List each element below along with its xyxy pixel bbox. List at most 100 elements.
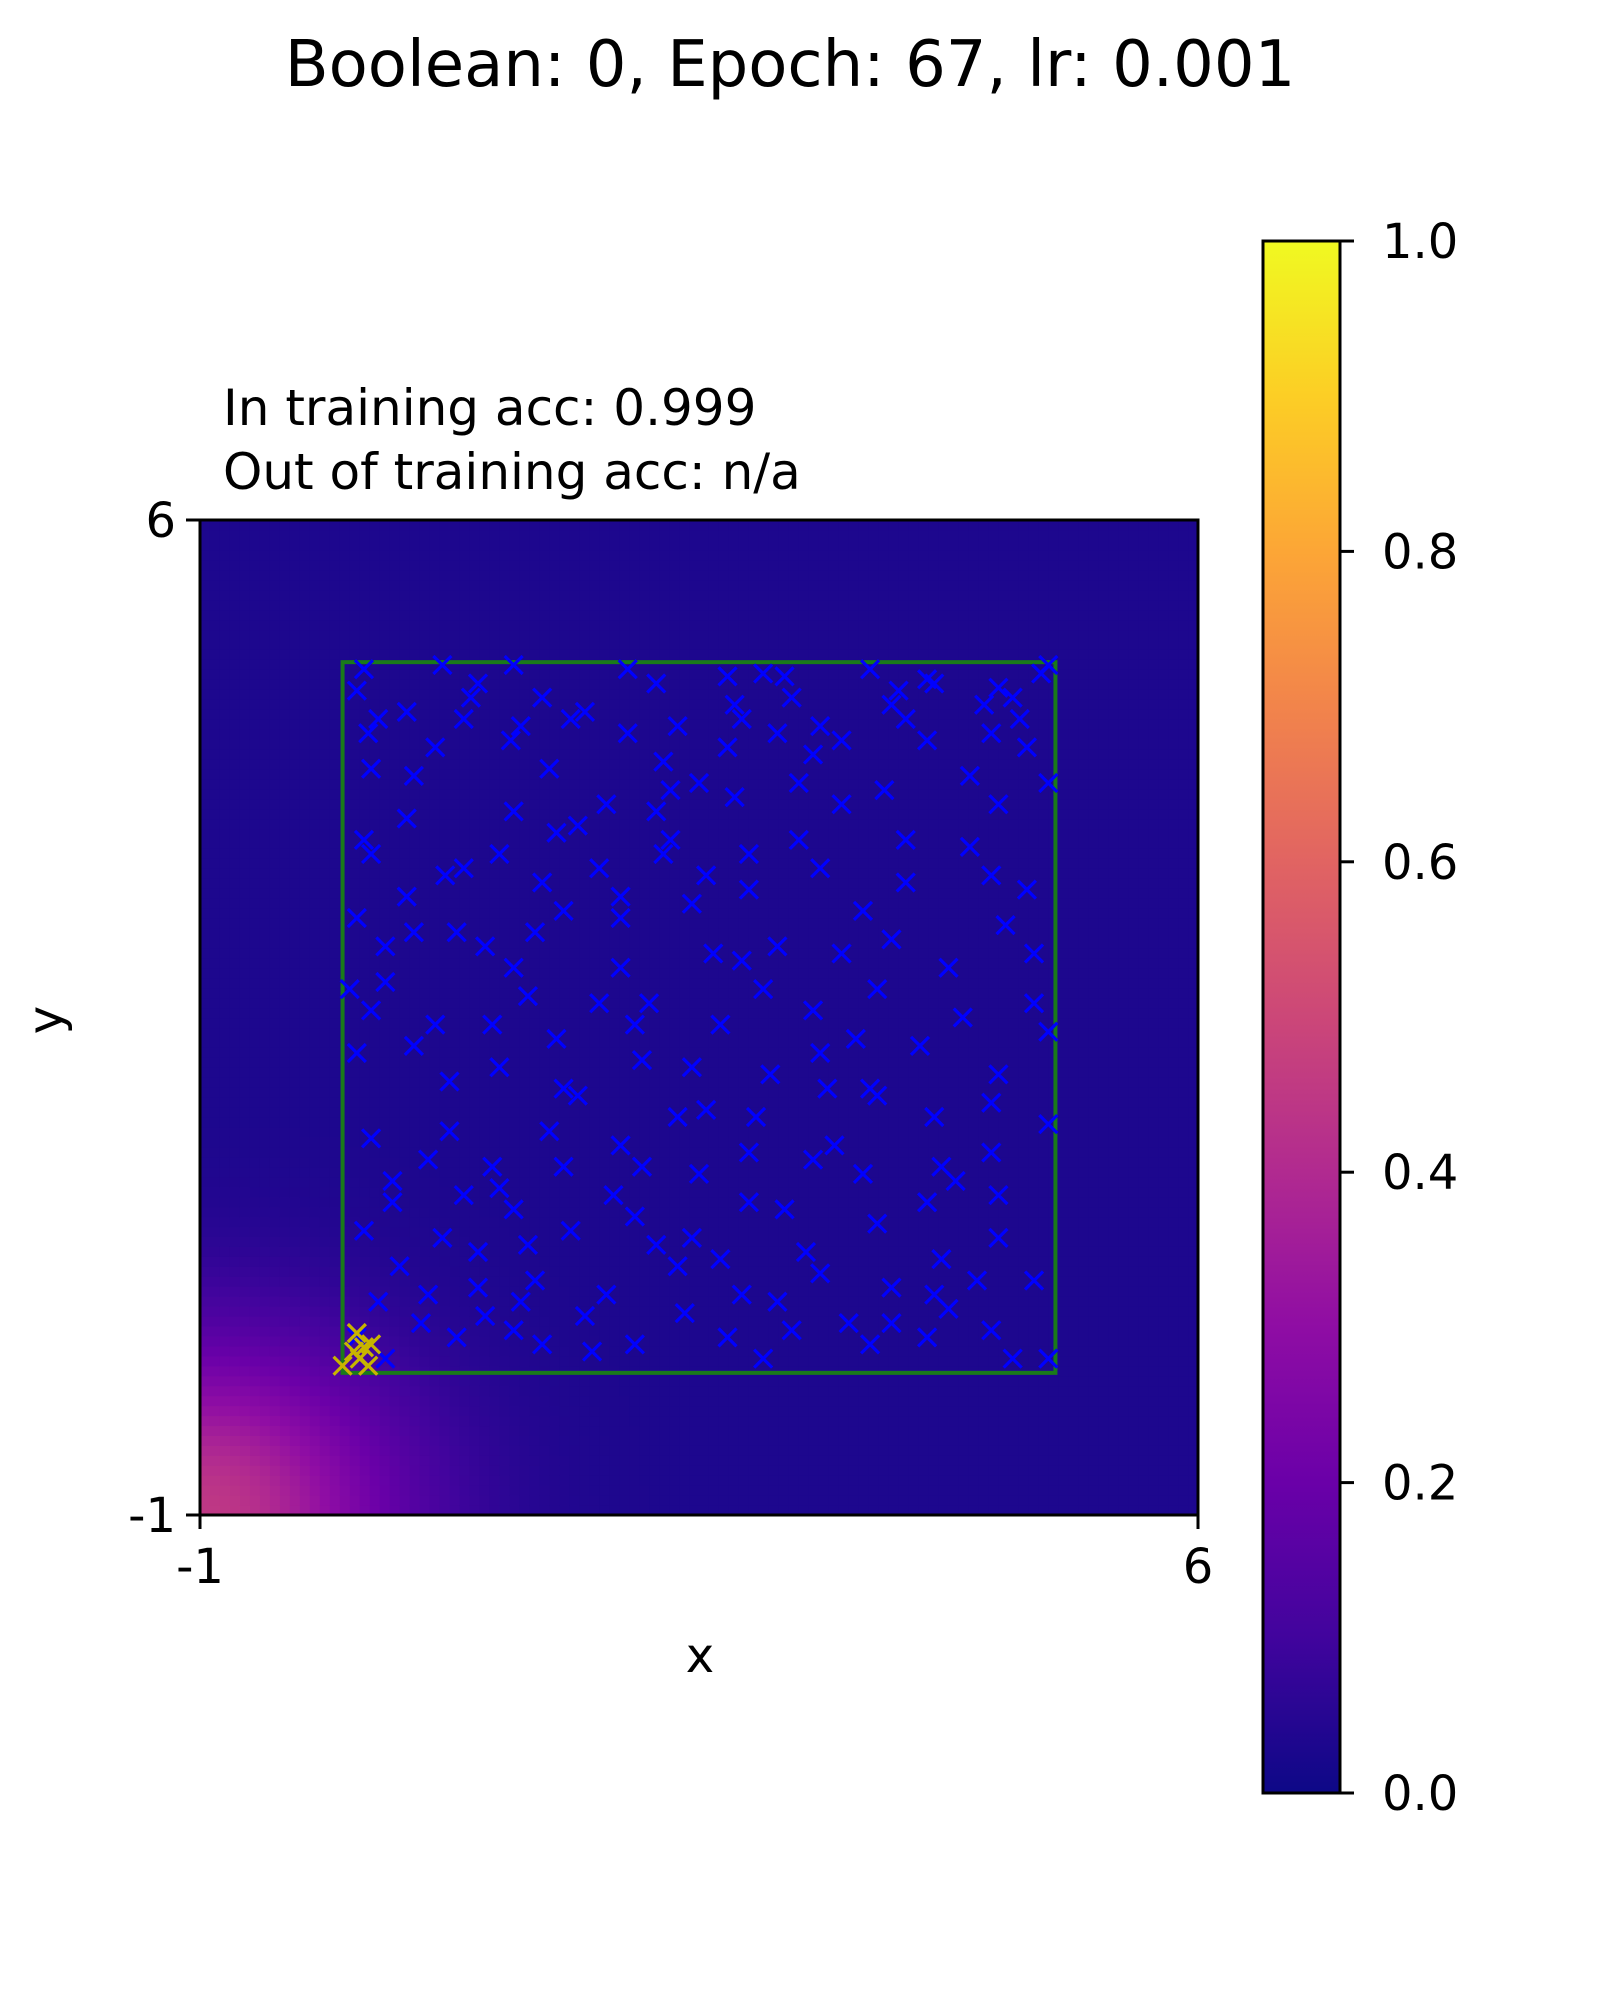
heatmap-cell [409, 1067, 421, 1078]
heatmap-cell [409, 1077, 421, 1088]
heatmap-cell [359, 918, 371, 929]
heatmap-cell [649, 1335, 660, 1347]
heatmap-cell [679, 987, 690, 999]
heatmap-cell [569, 609, 580, 621]
heatmap-cell [589, 1445, 600, 1456]
heatmap-cell [219, 619, 231, 631]
heatmap-cell [479, 1465, 491, 1476]
heatmap-cell [569, 977, 580, 989]
heatmap-cell [399, 1027, 411, 1038]
heatmap-cell [519, 1445, 530, 1456]
heatmap-cell [269, 1107, 281, 1118]
heatmap-cell [429, 818, 441, 830]
heatmap-cell [219, 1286, 231, 1297]
heatmap-cell [329, 997, 341, 1009]
heatmap-cell [639, 1296, 650, 1307]
heatmap-cell [299, 1296, 311, 1307]
heatmap-cell [639, 1107, 650, 1118]
heatmap-cell [599, 1117, 610, 1128]
heatmap-cell [679, 559, 690, 571]
heatmap-cell [259, 908, 271, 919]
heatmap-cell [659, 1186, 670, 1198]
heatmap-cell [689, 1425, 700, 1436]
heatmap-cell [259, 659, 271, 670]
heatmap-cell [469, 1375, 481, 1387]
heatmap-cell [429, 967, 441, 979]
heatmap-cell [649, 689, 660, 700]
heatmap-cell [629, 957, 640, 969]
heatmap-cell [589, 1415, 600, 1427]
heatmap-cell [299, 1186, 311, 1198]
heatmap-cell [599, 1435, 610, 1446]
heatmap-cell [489, 1425, 500, 1436]
heatmap-cell [449, 918, 461, 929]
heatmap-cell [689, 808, 700, 820]
heatmap-cell [399, 1345, 411, 1357]
heatmap-cell [679, 1375, 690, 1387]
heatmap-cell [429, 1286, 441, 1297]
heatmap-cell [649, 609, 660, 621]
heatmap-cell [549, 738, 560, 750]
heatmap-cell [589, 1355, 600, 1367]
heatmap-cell [669, 599, 680, 611]
heatmap-cell [299, 1047, 311, 1058]
heatmap-cell [309, 888, 321, 899]
heatmap-cell [319, 649, 331, 660]
heatmap-cell [359, 1216, 371, 1228]
heatmap-cell [549, 1176, 560, 1188]
heatmap-cell [339, 898, 351, 909]
heatmap-cell [269, 539, 281, 551]
heatmap-cell [569, 649, 580, 660]
heatmap-cell [459, 1256, 471, 1267]
heatmap-cell [239, 1375, 251, 1387]
heatmap-cell [469, 1087, 481, 1098]
heatmap-cell [609, 1495, 620, 1506]
heatmap-cell [419, 539, 431, 551]
heatmap-cell [200, 977, 211, 989]
heatmap-cell [589, 689, 600, 700]
heatmap-cell [369, 1485, 381, 1496]
heatmap-cell [669, 689, 680, 700]
heatmap-cell [569, 1495, 580, 1506]
heatmap-cell [399, 1325, 411, 1337]
heatmap-cell [200, 808, 211, 820]
heatmap-cell [239, 888, 251, 899]
heatmap-cell [479, 1306, 491, 1317]
heatmap-cell [559, 639, 570, 650]
heatmap-cell [459, 1057, 471, 1068]
heatmap-cell [499, 619, 510, 631]
heatmap-cell [649, 738, 660, 750]
heatmap-cell [419, 768, 431, 780]
heatmap-cell [239, 1186, 251, 1198]
heatmap-cell [379, 1395, 391, 1407]
heatmap-cell [629, 828, 640, 839]
heatmap-cell [489, 609, 500, 621]
heatmap-cell [200, 1077, 211, 1088]
heatmap-cell [409, 599, 421, 611]
heatmap-cell [349, 1196, 361, 1208]
heatmap-cell [609, 1117, 620, 1128]
heatmap-cell [519, 709, 530, 720]
heatmap-cell [599, 619, 610, 631]
heatmap-cell [200, 649, 211, 660]
heatmap-cell [599, 1415, 610, 1427]
heatmap-cell [549, 818, 560, 830]
heatmap-cell [439, 559, 451, 571]
heatmap-cell [319, 1286, 331, 1297]
heatmap-cell [529, 788, 540, 800]
heatmap-cell [519, 1325, 530, 1337]
heatmap-cell [449, 1465, 461, 1476]
heatmap-cell [509, 1475, 520, 1486]
heatmap-cell [639, 1077, 650, 1088]
heatmap-cell [269, 1077, 281, 1088]
heatmap-cell [369, 738, 381, 750]
heatmap-cell [229, 1455, 241, 1466]
heatmap-cell [479, 1355, 491, 1367]
heatmap-cell [289, 1306, 301, 1317]
heatmap-cell [409, 788, 421, 800]
heatmap-cell [269, 1136, 281, 1148]
heatmap-cell [219, 579, 231, 591]
heatmap-cell [289, 1027, 301, 1038]
heatmap-cell [459, 619, 471, 631]
heatmap-cell [509, 1355, 520, 1367]
